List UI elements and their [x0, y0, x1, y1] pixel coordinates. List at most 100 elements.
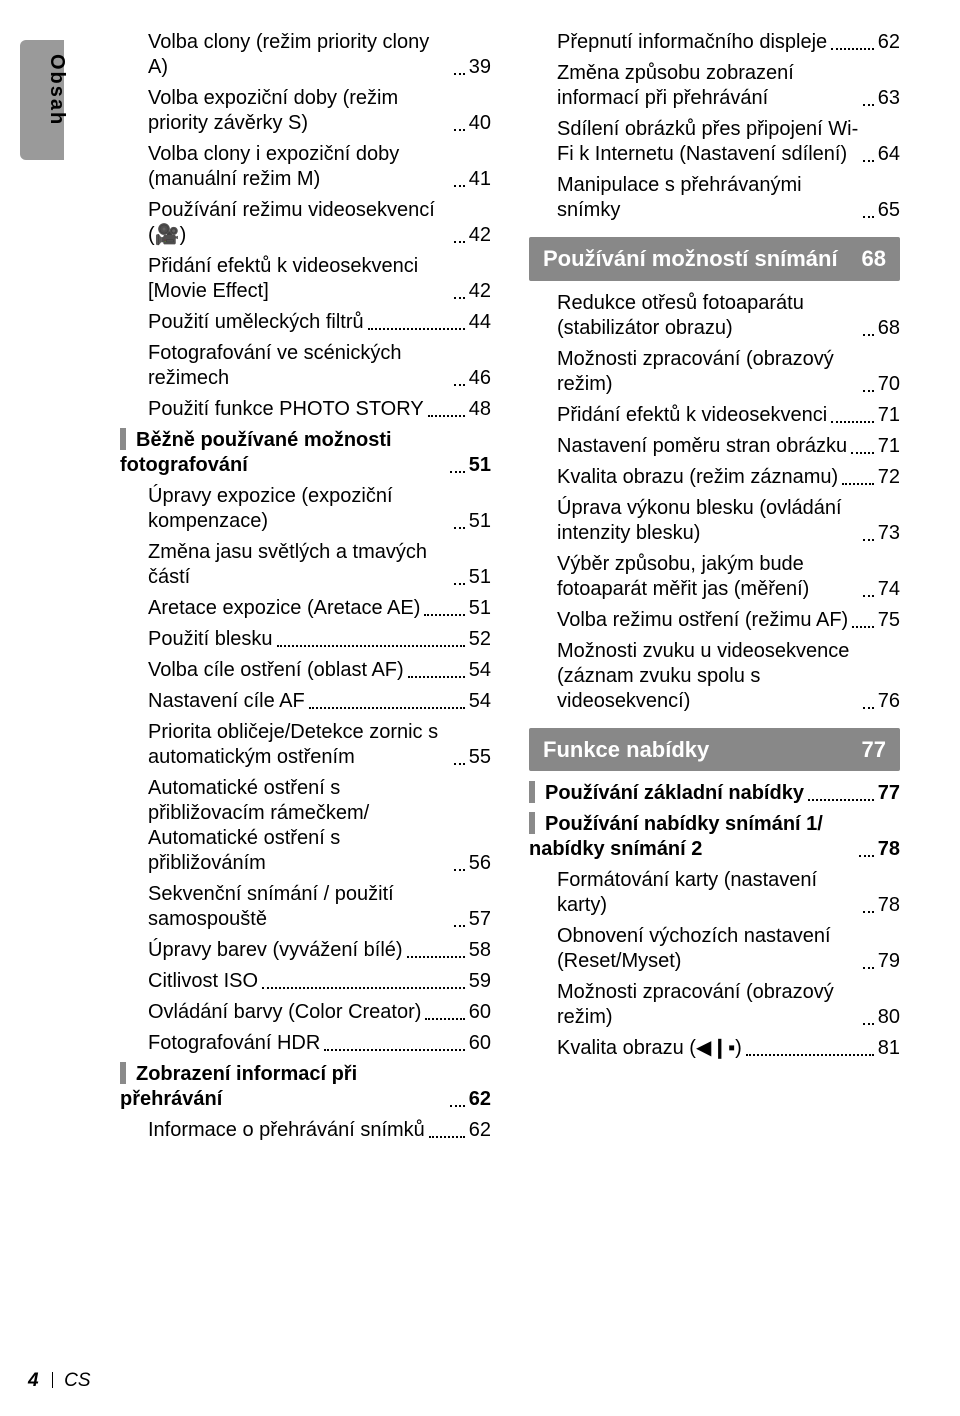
toc-entry-text: Automatické ostření s přibližovacím ráme…	[148, 776, 450, 876]
toc-entry[interactable]: Priorita obličeje/Detekce zornic s autom…	[120, 720, 491, 770]
toc-entry-text: Volba expoziční doby (režim priority záv…	[148, 86, 450, 136]
side-tab-label: Obsah	[45, 54, 68, 84]
toc-entry-text: Změna způsobu zobrazení informací při př…	[557, 61, 859, 111]
right-bot-block: Používání základní nabídky77 Používání na…	[529, 781, 900, 1061]
toc-entry[interactable]: Zobrazení informací při přehrávání62	[120, 1062, 491, 1112]
toc-entry-text: Úpravy barev (vyvážení bílé)	[148, 938, 403, 963]
toc-columns: Volba clony (režim priority clony A)39 Vo…	[120, 30, 900, 1149]
toc-entry-page: 74	[878, 577, 900, 602]
toc-entry[interactable]: Informace o přehrávání snímků62	[120, 1118, 491, 1143]
toc-entry-page: 44	[469, 310, 491, 335]
toc-leader	[863, 104, 874, 106]
toc-entry[interactable]: Přepnutí informačního displeje62	[529, 30, 900, 55]
toc-entry[interactable]: Fotografování HDR60	[120, 1031, 491, 1056]
toc-left-column: Volba clony (režim priority clony A)39 Vo…	[120, 30, 491, 1149]
toc-entry[interactable]: Volba expoziční doby (režim priority záv…	[120, 86, 491, 136]
bullet-marker-icon	[120, 1062, 126, 1084]
toc-entry[interactable]: Používání základní nabídky77	[529, 781, 900, 806]
bullet-marker-icon	[529, 781, 535, 803]
toc-entry[interactable]: Možnosti zpracování (obrazový režim)80	[529, 980, 900, 1030]
toc-entry[interactable]: Volba režimu ostření (režimu AF)75	[529, 608, 900, 633]
toc-entry[interactable]: Manipulace s přehrávanými snímky 65	[529, 173, 900, 223]
toc-entry-text: Sekvenční snímání / použití samospouště	[148, 882, 450, 932]
toc-entry-page: 65	[878, 198, 900, 223]
toc-entry[interactable]: Výběr způsobu, jakým bude fotoaparát měř…	[529, 552, 900, 602]
toc-entry-page: 56	[469, 851, 491, 876]
bullet-marker-icon	[529, 812, 535, 834]
bullet-marker-icon	[120, 428, 126, 450]
page-footer: 4 CS	[28, 1370, 91, 1392]
toc-entry-text: Použití blesku	[148, 627, 273, 652]
toc-entry[interactable]: Aretace expozice (Aretace AE) 51	[120, 596, 491, 621]
toc-entry-page: 60	[469, 1031, 491, 1056]
toc-entry-text: Používání režimu videosekvencí (🎥)	[148, 198, 450, 248]
toc-entry[interactable]: Sekvenční snímání / použití samospouště5…	[120, 882, 491, 932]
toc-leader	[454, 869, 465, 871]
toc-entry-page: 42	[469, 223, 491, 248]
toc-entry-text: Možnosti zpracování (obrazový režim)	[557, 347, 859, 397]
toc-entry-page: 78	[878, 893, 900, 918]
toc-leader	[746, 1054, 874, 1056]
toc-leader	[454, 185, 465, 187]
toc-entry[interactable]: Používání nabídky snímání 1/ nabídky sní…	[529, 812, 900, 862]
toc-entry-text: Úpravy expozice (expoziční kompenzace)	[148, 484, 450, 534]
toc-entry-page: 51	[469, 509, 491, 534]
toc-leader	[863, 216, 874, 218]
toc-entry[interactable]: Přidání efektů k videosekvenci71	[529, 403, 900, 428]
toc-entry-page: 59	[469, 969, 491, 994]
toc-entry[interactable]: Redukce otřesů fotoaparátu (stabilizátor…	[529, 291, 900, 341]
toc-entry[interactable]: Obnovení výchozích nastavení (Reset/Myse…	[529, 924, 900, 974]
toc-entry-text: Manipulace s přehrávanými snímky	[557, 173, 859, 223]
toc-entry[interactable]: Kvalita obrazu (režim záznamu)72	[529, 465, 900, 490]
toc-leader	[863, 707, 874, 709]
toc-entry[interactable]: Ovládání barvy (Color Creator)60	[120, 1000, 491, 1025]
toc-entry-text: Možnosti zpracování (obrazový režim)	[557, 980, 859, 1030]
toc-entry-text: Použití funkce PHOTO STORY	[148, 397, 424, 422]
toc-entry[interactable]: Citlivost ISO 59	[120, 969, 491, 994]
toc-entry[interactable]: Volba cíle ostření (oblast AF)54	[120, 658, 491, 683]
toc-entry[interactable]: Sdílení obrázků přes připojení Wi-Fi k I…	[529, 117, 900, 167]
toc-entry-text: Přidání efektů k videosekvenci	[557, 403, 827, 428]
toc-entry[interactable]: Úprava výkonu blesku (ovládání intenzity…	[529, 496, 900, 546]
toc-entry[interactable]: Automatické ostření s přibližovacím ráme…	[120, 776, 491, 876]
toc-leader	[424, 614, 464, 616]
toc-entry-page: 58	[469, 938, 491, 963]
toc-entry[interactable]: Fotografování ve scénických režimech46	[120, 341, 491, 391]
toc-entry[interactable]: Použití uměleckých filtrů44	[120, 310, 491, 335]
toc-entry[interactable]: Používání režimu videosekvencí (🎥) 42	[120, 198, 491, 248]
toc-entry[interactable]: Použití blesku52	[120, 627, 491, 652]
toc-entry[interactable]: Nastavení poměru stran obrázku71	[529, 434, 900, 459]
toc-entry-text: Aretace expozice (Aretace AE)	[148, 596, 420, 621]
toc-entry[interactable]: Úpravy expozice (expoziční kompenzace) 51	[120, 484, 491, 534]
side-label-wrap: Obsah	[68, 54, 98, 174]
toc-entry[interactable]: Kvalita obrazu (◀❙▪)81	[529, 1036, 900, 1061]
toc-entry[interactable]: Možnosti zvuku u videosekvence (záznam z…	[529, 639, 900, 714]
toc-leader	[852, 626, 874, 628]
toc-entry[interactable]: Volba clony i expoziční doby (manuální r…	[120, 142, 491, 192]
toc-leader	[454, 241, 465, 243]
toc-entry-page: 79	[878, 949, 900, 974]
toc-leader	[454, 925, 465, 927]
toc-entry[interactable]: Změna způsobu zobrazení informací při př…	[529, 61, 900, 111]
toc-entry[interactable]: Možnosti zpracování (obrazový režim)70	[529, 347, 900, 397]
toc-entry-page: 51	[469, 596, 491, 621]
toc-entry-text: Zobrazení informací při přehrávání	[120, 1062, 446, 1112]
toc-entry[interactable]: Změna jasu světlých a tmavých částí51	[120, 540, 491, 590]
toc-leader	[454, 527, 465, 529]
toc-entry-text: Citlivost ISO	[148, 969, 258, 994]
toc-leader	[454, 763, 465, 765]
toc-entry[interactable]: Použití funkce PHOTO STORY48	[120, 397, 491, 422]
toc-entry-page: 54	[469, 658, 491, 683]
toc-entry[interactable]: Přidání efektů k videosekvenci [Movie Ef…	[120, 254, 491, 304]
toc-entry[interactable]: Nastavení cíle AF54	[120, 689, 491, 714]
toc-leader	[831, 48, 874, 50]
toc-leader	[863, 911, 874, 913]
toc-entry[interactable]: Úpravy barev (vyvážení bílé) 58	[120, 938, 491, 963]
toc-entry[interactable]: Běžně používané možnosti fotografování51	[120, 428, 491, 478]
toc-entry-page: 51	[469, 565, 491, 590]
section-header-menu-functions: Funkce nabídky 77	[529, 728, 900, 772]
toc-entry[interactable]: Formátování karty (nastavení karty)78	[529, 868, 900, 918]
toc-entry-text: Úprava výkonu blesku (ovládání intenzity…	[557, 496, 859, 546]
toc-entry[interactable]: Volba clony (režim priority clony A)39	[120, 30, 491, 80]
toc-entry-text: Ovládání barvy (Color Creator)	[148, 1000, 421, 1025]
